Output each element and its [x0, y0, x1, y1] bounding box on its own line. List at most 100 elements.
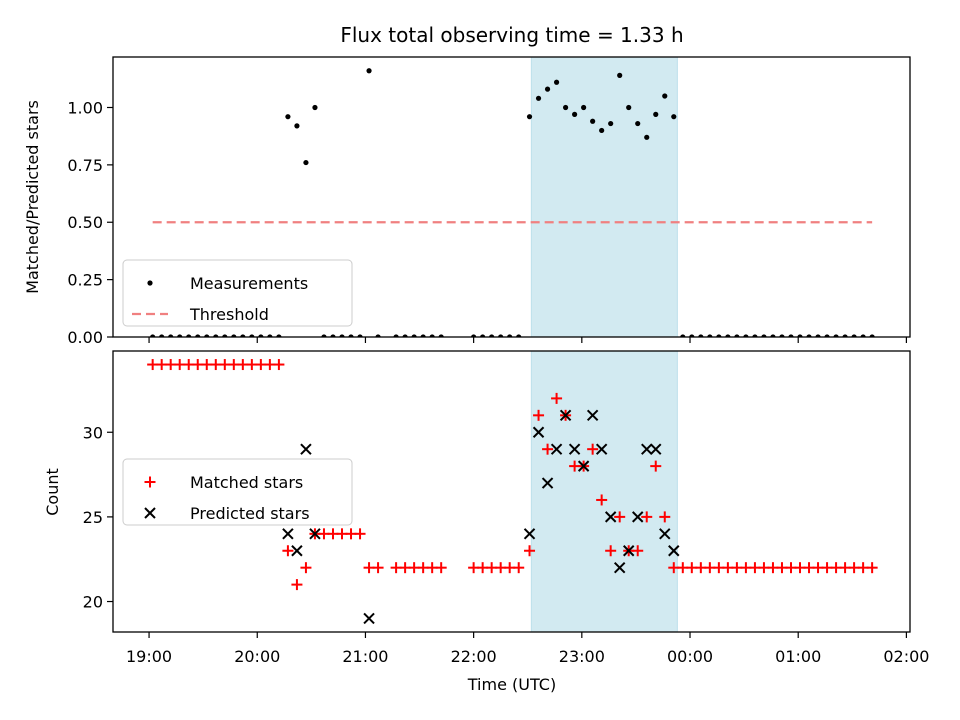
predicted-star-point: [668, 545, 680, 557]
top-legend-label: Threshold: [189, 305, 269, 324]
predicted-star-point: [595, 443, 608, 455]
predicted-star-point: [577, 460, 590, 472]
predicted-star-mark-b: [595, 443, 608, 455]
predicted-star-point: [659, 528, 671, 540]
top-y-tick-label: 1.00: [67, 98, 103, 117]
matched-star-point: [605, 545, 617, 557]
predicted-star-point: [532, 426, 545, 438]
matched-star-point: [866, 562, 878, 574]
predicted-star-point: [309, 528, 321, 540]
measurement-point: [653, 111, 659, 117]
predicted-star-point: [604, 511, 617, 523]
predicted-star-point: [363, 612, 375, 625]
matched-star-point: [524, 545, 536, 557]
top-y-tick-label: 0.00: [67, 328, 103, 347]
matched-star-point: [435, 562, 447, 574]
measurement-point: [294, 123, 300, 129]
measurement-point: [581, 104, 587, 111]
legend-matched-marker: [144, 476, 156, 488]
bottom-legend-box: [122, 458, 353, 526]
predicted-star-mark-b: [550, 443, 563, 455]
predicted-star-mark-b: [568, 443, 581, 455]
measurement-point: [572, 111, 578, 117]
measurement-point: [366, 68, 372, 74]
measurement-point: [590, 118, 596, 124]
matched-star-point: [596, 494, 608, 506]
predicted-star-point: [650, 443, 662, 455]
bottom-y-tick-label: 20: [83, 593, 103, 612]
predicted-star-point: [523, 528, 536, 540]
predicted-star-mark-b: [659, 528, 671, 540]
predicted-star-mark-b: [291, 545, 303, 557]
matched-star-point: [650, 460, 662, 472]
predicted-star-mark-b: [309, 528, 321, 540]
bottom-marks: [147, 359, 878, 625]
predicted-star-mark-b: [604, 511, 617, 523]
top-y-tick-label: 0.75: [67, 156, 103, 175]
predicted-star-point: [282, 528, 294, 540]
matched-star-point: [659, 511, 671, 523]
top-y-axis-label: Matched/Predicted stars: [23, 100, 42, 294]
predicted-star-mark-b: [559, 409, 572, 422]
bottom-x-tick-label: 21:00: [342, 647, 388, 666]
bottom-x-tick-label: 00:00: [667, 647, 713, 666]
top-axes-frame: [112, 56, 911, 338]
predicted-star-mark-b: [641, 443, 653, 455]
predicted-star-point: [291, 545, 303, 557]
predicted-star-mark-b: [586, 409, 599, 422]
top-legend-label: Measurements: [190, 274, 308, 293]
predicted-star-mark-b: [282, 528, 294, 540]
measurement-point: [671, 114, 677, 120]
measurement-point: [526, 114, 533, 120]
bottom-x-tick-label: 19:00: [126, 647, 172, 666]
bottom-y-tick-label: 25: [83, 508, 103, 527]
chart-title: Flux total observing time = 1.33 h: [340, 23, 683, 47]
matched-star-point: [291, 579, 303, 591]
matched-star-point: [533, 409, 545, 421]
matched-star-point: [632, 545, 644, 557]
top-plot-area: 0.00 0.25 0.50 0.75 1.00 Measurements Threshol…: [67, 56, 911, 347]
bottom-legend-label: Matched stars: [190, 473, 303, 492]
predicted-star-mark-b: [300, 443, 312, 455]
predicted-star-point: [541, 477, 554, 489]
matched-star-point: [513, 562, 525, 574]
predicted-star-point: [613, 561, 626, 574]
bottom-shaded-interval: [530, 350, 678, 633]
matched-star-point: [641, 511, 653, 523]
top-y-tick-label: 0.25: [67, 271, 103, 290]
predicted-star-mark-b: [668, 545, 680, 557]
bottom-x-tick-label: 01:00: [775, 647, 821, 666]
matched-star-point: [354, 528, 366, 540]
bottom-y-axis-label: Count: [43, 468, 62, 516]
bottom-axes-frame: [112, 350, 911, 633]
predicted-star-mark-b: [577, 460, 590, 472]
legend-predicted-mark-b: [144, 507, 156, 519]
measurement-point: [644, 134, 650, 140]
predicted-star-point: [622, 545, 635, 557]
measurement-point: [599, 127, 605, 134]
x-axis-label: Time (UTC): [467, 675, 556, 694]
bottom-plot-area: 20 25 30 19:00 20:00 21:00 22:00 23:00 00:00 01:0…: [83, 350, 929, 666]
matched-star-point: [587, 443, 599, 455]
predicted-star-point: [568, 443, 581, 455]
predicted-star-mark-b: [532, 426, 545, 438]
matched-star-point: [551, 392, 563, 404]
measurement-point: [635, 120, 641, 127]
measurement-point: [312, 104, 318, 111]
predicted-star-mark-b: [523, 528, 536, 540]
bottom-x-tick-label: 22:00: [451, 647, 497, 666]
predicted-star-point: [559, 409, 572, 422]
predicted-star-point: [550, 443, 563, 455]
matched-star-point: [614, 511, 626, 523]
bottom-x-tick-label: 02:00: [883, 647, 929, 666]
predicted-star-mark-b: [622, 545, 635, 557]
top-y-tick-label: 0.50: [67, 213, 103, 232]
matched-star-point: [542, 443, 554, 455]
bottom-legend-label: Predicted stars: [190, 504, 310, 523]
predicted-star-point: [586, 409, 599, 422]
predicted-star-mark-b: [363, 612, 375, 625]
measurement-point: [553, 79, 560, 85]
bottom-legend: Matched stars Predicted stars: [122, 458, 353, 526]
measurement-point: [562, 104, 569, 111]
